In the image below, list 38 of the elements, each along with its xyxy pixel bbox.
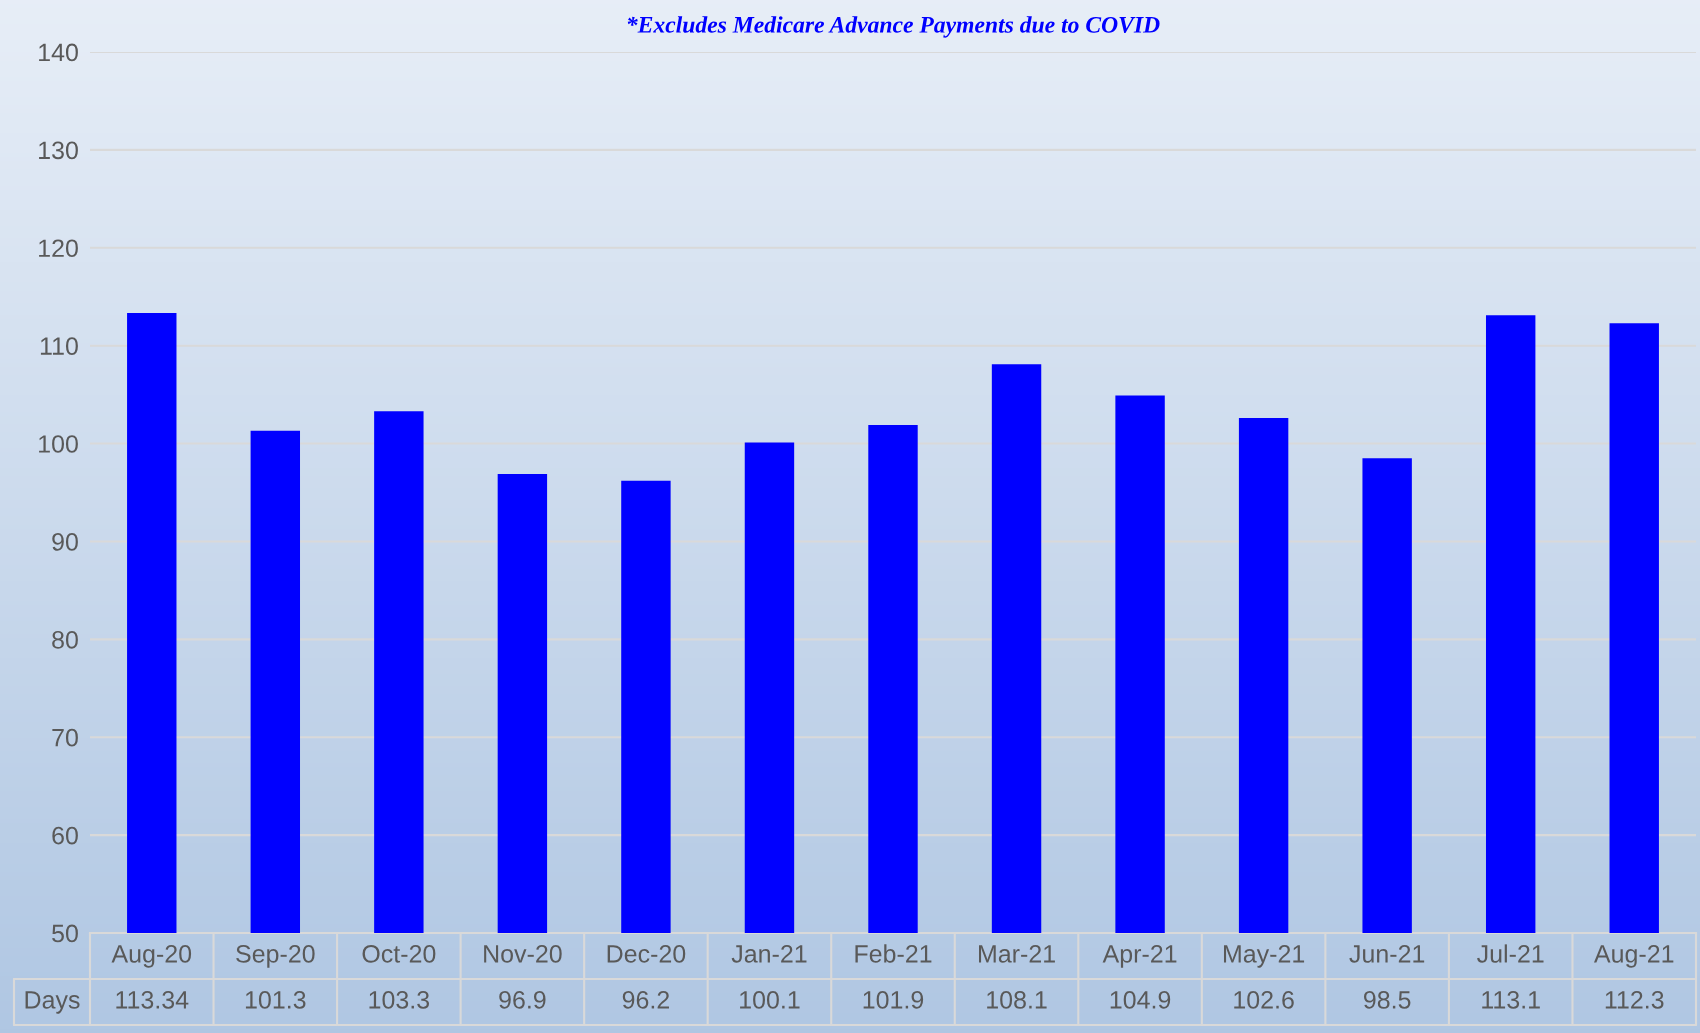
y-tick-label: 130 bbox=[39, 141, 78, 160]
x-tick-label: Feb-21 bbox=[855, 944, 932, 963]
data-label: 96.9 bbox=[499, 991, 546, 1009]
data-label: 98.5 bbox=[1364, 991, 1411, 1009]
series-label: Days bbox=[25, 991, 80, 1014]
y-tick-label: 70 bbox=[52, 728, 78, 747]
x-tick-label: Nov-20 bbox=[484, 945, 562, 963]
x-tick-label: Aug-20 bbox=[111, 945, 192, 968]
x-tick-label: Dec-20 bbox=[607, 945, 686, 963]
x-tick-label: Apr-21 bbox=[1102, 945, 1177, 968]
y-tick-label: 90 bbox=[52, 533, 78, 551]
data-label: 108.1 bbox=[987, 991, 1047, 1009]
chart-title: *Excludes Medicare Advance Payments due to COVID bbox=[627, 16, 1160, 38]
x-tick-label: Aug-21 bbox=[1593, 945, 1674, 968]
y-tick-label: 50 bbox=[52, 924, 78, 943]
y-tick-label: 110 bbox=[40, 337, 78, 355]
data-label: 101.3 bbox=[245, 991, 306, 1009]
x-tick-label: Oct-20 bbox=[362, 945, 436, 963]
x-tick-label: Jul-21 bbox=[1477, 944, 1544, 963]
data-label: 102.6 bbox=[1234, 991, 1294, 1009]
y-tick-label: 80 bbox=[52, 630, 78, 649]
y-tick-label: 100 bbox=[39, 435, 78, 453]
y-tick-label: 60 bbox=[52, 826, 78, 845]
data-label: 96.2 bbox=[622, 991, 669, 1009]
x-tick-label: Jan-21 bbox=[731, 945, 807, 963]
y-tick-label: 120 bbox=[39, 239, 78, 258]
data-label: 113.34 bbox=[116, 991, 189, 1009]
data-label: 104.9 bbox=[1110, 991, 1171, 1009]
data-label: 113.1 bbox=[1482, 991, 1540, 1009]
x-tick-label: May-21 bbox=[1223, 945, 1305, 968]
data-label: 100.1 bbox=[740, 991, 800, 1009]
x-tick-label: Jun-21 bbox=[1349, 945, 1425, 963]
y-tick-label: 140 bbox=[39, 43, 78, 62]
data-label: 112.3 bbox=[1605, 991, 1664, 1009]
data-label: 101.9 bbox=[863, 991, 924, 1009]
data-label: 103.3 bbox=[369, 991, 430, 1009]
x-tick-label: Mar-21 bbox=[979, 945, 1055, 963]
x-tick-label: Sep-20 bbox=[236, 945, 315, 968]
